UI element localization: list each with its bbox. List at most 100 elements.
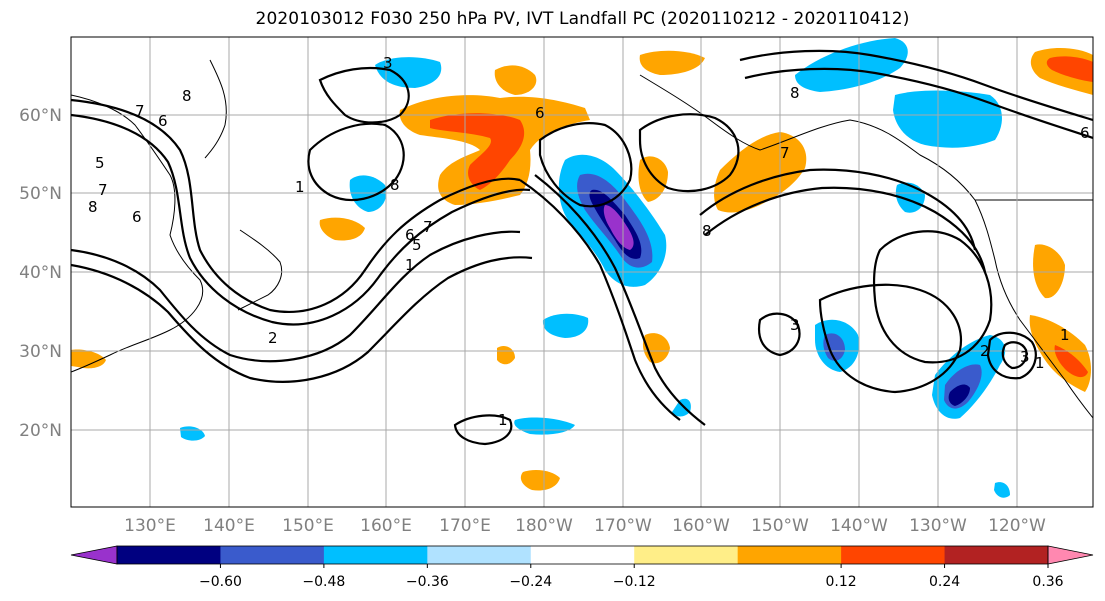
contour-value-labels: 8 7 6 5 7 8 6 1 2 3 8 7 6 5 1 6 8 7 1 3 … — [88, 54, 1090, 429]
colorbar-segment — [530, 546, 635, 564]
lat-label: 50°N — [19, 184, 62, 204]
contour-label: 7 — [423, 218, 433, 236]
positive-anomaly-area — [319, 217, 365, 241]
lon-label: 150°E — [282, 516, 334, 536]
contour-line — [986, 331, 1037, 380]
contour-line — [453, 414, 513, 446]
contour-label: 8 — [790, 84, 800, 102]
contour-line — [638, 113, 740, 193]
lon-label: 140°W — [830, 516, 888, 536]
latitude-labels: 60°N 50°N 40°N 30°N 20°N — [19, 106, 62, 441]
contour-label: 5 — [95, 154, 105, 172]
negative-anomaly-area — [349, 175, 387, 212]
lon-label: 170°W — [594, 516, 652, 536]
contour-label: 6 — [405, 226, 415, 244]
colorbar-tick-label: −0.36 — [406, 574, 449, 590]
colorbar-segment — [634, 546, 739, 564]
colorbar-segment — [427, 546, 532, 564]
positive-anomaly-area — [1033, 244, 1065, 299]
lon-label: 170°E — [439, 516, 491, 536]
contour-label: 1 — [405, 256, 415, 274]
positive-anomaly-area — [639, 50, 705, 75]
contour-label: 8 — [702, 222, 712, 240]
colorbar-tick-label: −0.48 — [302, 574, 345, 590]
lon-label: 140°E — [203, 516, 255, 536]
map-frame — [70, 36, 1094, 508]
contour-line — [739, 49, 1093, 122]
contour-line — [818, 283, 963, 394]
contour-label: 8 — [88, 198, 98, 216]
colorbar-segment — [117, 546, 221, 564]
contour-label: 8 — [390, 176, 400, 194]
contour-label: 6 — [132, 208, 142, 226]
lat-label: 40°N — [19, 263, 62, 283]
colorbar-tick-label: −0.60 — [199, 574, 242, 590]
colorbar-low-extension — [70, 545, 118, 565]
contour-label: 6 — [535, 104, 545, 122]
colorbar-high-extension — [1047, 545, 1094, 565]
lon-label: 150°W — [751, 516, 809, 536]
negative-anomaly-area — [895, 182, 925, 213]
contour-label: 3 — [790, 316, 800, 334]
positive-anomaly-core — [1054, 345, 1088, 378]
colorbar-tick-label: −0.12 — [613, 574, 656, 590]
contour-line — [71, 256, 533, 383]
colorbar-segment — [323, 546, 428, 564]
colorbar-tick-label: 0.24 — [929, 574, 960, 590]
colorbar: −0.60−0.48−0.36−0.24−0.120.120.240.360.4… — [70, 545, 1094, 590]
north-america-coastline — [974, 199, 1093, 419]
lat-label: 20°N — [19, 421, 62, 441]
positive-anomaly-area — [638, 156, 668, 202]
kamchatka-coastline — [204, 59, 227, 159]
negative-anomaly-area — [672, 398, 691, 417]
contour-line — [757, 312, 801, 357]
longitude-labels: 130°E 140°E 150°E 160°E 170°E 180°W 170°… — [124, 516, 1046, 536]
contour-line — [872, 230, 993, 364]
contour-label: 1 — [1060, 326, 1070, 344]
contour-label: 6 — [158, 112, 168, 130]
contour-line — [704, 186, 987, 273]
lon-label: 130°W — [909, 516, 967, 536]
positive-anomaly-core — [430, 113, 525, 190]
anomaly-shading — [71, 38, 1093, 498]
lon-label: 130°E — [124, 516, 176, 536]
negative-anomaly-area — [893, 90, 1002, 148]
negative-anomaly-area — [375, 57, 442, 88]
contour-label: 1 — [498, 411, 508, 429]
colorbar-segment — [944, 546, 1049, 564]
colorbar-ticks: −0.60−0.48−0.36−0.24−0.120.120.240.360.4… — [199, 564, 1064, 590]
contour-line — [1001, 341, 1028, 370]
contour-line — [71, 230, 521, 363]
contour-label: 7 — [98, 181, 108, 199]
positive-anomaly-core — [1046, 56, 1093, 82]
negative-anomaly-area — [994, 482, 1010, 498]
contour-line — [71, 113, 531, 326]
colorbar-segment — [841, 546, 946, 564]
lon-label: 120°W — [988, 516, 1046, 536]
contour-label: 2 — [268, 329, 278, 347]
lon-label: 160°E — [360, 516, 412, 536]
negative-anomaly-area — [542, 313, 589, 338]
positive-anomaly-area — [71, 349, 106, 369]
alaska-coastline — [639, 74, 976, 201]
colorbar-segments — [117, 546, 1049, 564]
coastlines — [71, 59, 1093, 419]
contour-label: 3 — [1020, 348, 1030, 366]
contour-line — [699, 168, 977, 251]
negative-anomaly-core — [603, 205, 634, 250]
contour-line — [519, 179, 681, 421]
contour-label: 5 — [412, 236, 422, 254]
contour-label: 3 — [383, 54, 393, 72]
map-title: 2020103012 F030 250 hPa PV, IVT Landfall… — [255, 9, 910, 29]
colorbar-tick-label: 0.36 — [1032, 574, 1063, 590]
contour-label: 6 — [1080, 124, 1090, 142]
contour-line — [744, 67, 1093, 140]
contour-line — [534, 174, 706, 426]
negative-anomaly-area — [795, 38, 908, 92]
lat-label: 30°N — [19, 342, 62, 362]
lat-label: 60°N — [19, 106, 62, 126]
colorbar-segment — [220, 546, 325, 564]
lon-label: 160°W — [672, 516, 730, 536]
negative-anomaly-core — [948, 384, 970, 406]
